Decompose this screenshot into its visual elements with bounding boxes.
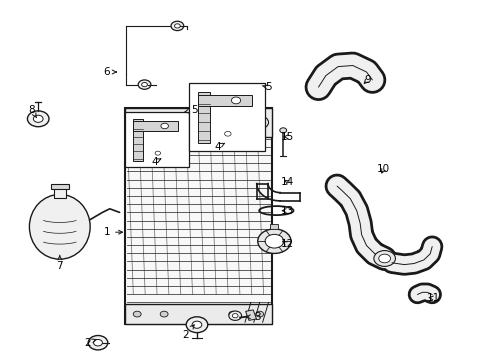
Circle shape	[160, 311, 168, 317]
Text: 6: 6	[103, 67, 116, 77]
Circle shape	[133, 120, 141, 125]
Text: 15: 15	[280, 132, 294, 142]
Circle shape	[152, 149, 164, 158]
Circle shape	[133, 311, 141, 317]
Text: 5: 5	[263, 82, 272, 93]
Text: 2: 2	[84, 338, 96, 348]
Circle shape	[379, 254, 391, 263]
Circle shape	[256, 120, 264, 125]
Ellipse shape	[29, 194, 90, 259]
Circle shape	[229, 311, 242, 320]
Bar	[198, 92, 210, 143]
Bar	[189, 83, 265, 151]
Circle shape	[88, 336, 108, 350]
Text: 11: 11	[427, 293, 441, 303]
Circle shape	[374, 251, 395, 266]
Ellipse shape	[258, 229, 291, 253]
Circle shape	[171, 21, 184, 31]
Circle shape	[174, 24, 180, 28]
Circle shape	[94, 339, 102, 346]
Circle shape	[220, 129, 235, 139]
Bar	[51, 184, 69, 189]
Circle shape	[280, 128, 287, 133]
Text: 4: 4	[215, 141, 224, 152]
Circle shape	[142, 82, 147, 87]
Text: 9: 9	[364, 75, 371, 85]
Circle shape	[186, 317, 208, 333]
Text: 4: 4	[151, 157, 161, 167]
Bar	[125, 108, 272, 137]
Circle shape	[256, 311, 264, 317]
Text: 3: 3	[246, 312, 261, 322]
Ellipse shape	[265, 234, 284, 248]
Circle shape	[138, 80, 151, 89]
Bar	[125, 304, 272, 324]
Text: 14: 14	[280, 177, 294, 187]
Bar	[133, 119, 143, 161]
Circle shape	[27, 111, 49, 127]
Circle shape	[161, 123, 169, 129]
Circle shape	[155, 151, 161, 155]
Text: 12: 12	[280, 239, 294, 249]
Circle shape	[229, 311, 237, 317]
Circle shape	[231, 97, 241, 104]
Bar	[245, 310, 256, 320]
Text: 8: 8	[28, 105, 36, 118]
Text: 5: 5	[185, 105, 198, 115]
Text: 2: 2	[182, 325, 194, 340]
Text: 1: 1	[103, 227, 122, 237]
Text: 7: 7	[56, 255, 63, 271]
Circle shape	[251, 116, 269, 129]
Text: 13: 13	[280, 206, 294, 216]
Circle shape	[192, 321, 202, 328]
Bar	[125, 112, 189, 167]
Circle shape	[128, 116, 146, 129]
Circle shape	[224, 131, 231, 136]
Text: 10: 10	[377, 164, 390, 174]
Circle shape	[232, 314, 238, 318]
Circle shape	[33, 115, 43, 122]
Bar	[125, 108, 272, 324]
Bar	[133, 121, 178, 131]
Bar	[54, 187, 66, 198]
Bar	[270, 224, 278, 229]
Bar	[198, 95, 252, 106]
